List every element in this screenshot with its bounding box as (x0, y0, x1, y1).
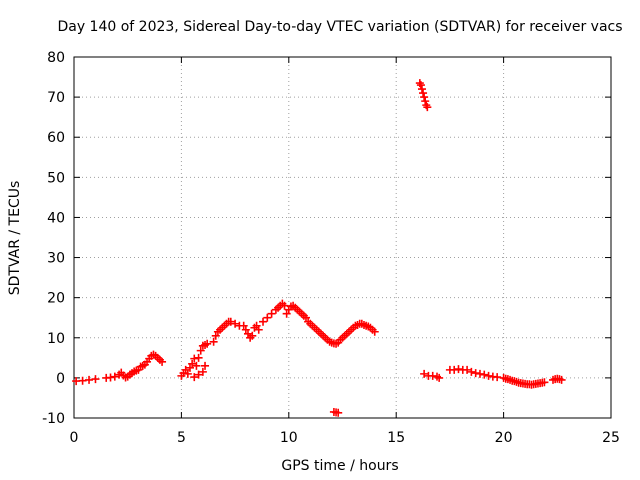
data-point (185, 363, 194, 372)
data-point (484, 371, 493, 380)
data-point (280, 301, 289, 310)
data-point (267, 309, 276, 318)
x-tick-label: 25 (602, 430, 620, 446)
chart-title: Day 140 of 2023, Sidereal Day-to-day VTE… (57, 19, 622, 35)
y-tick-label: 40 (47, 210, 65, 226)
data-point (370, 327, 379, 336)
data-point (188, 359, 197, 368)
data-point (454, 365, 463, 374)
data-point (480, 370, 489, 379)
data-point (417, 85, 426, 94)
data-point (419, 89, 428, 98)
y-tick-label: 60 (47, 130, 65, 146)
data-point (91, 375, 100, 384)
plot-frame (73, 56, 612, 419)
y-tick-label: 30 (47, 251, 65, 267)
data-point (334, 408, 343, 417)
y-tick-label: 0 (56, 371, 65, 387)
y-axis-label: SDTVAR / TECUs (7, 181, 23, 296)
data-point (110, 372, 119, 381)
data-point (557, 375, 566, 384)
data-point (198, 367, 207, 376)
data-point (181, 365, 190, 374)
data-point (190, 354, 199, 363)
x-tick-label: 20 (495, 430, 513, 446)
data-point (301, 313, 310, 322)
data-point (194, 353, 203, 362)
data-point (416, 81, 425, 90)
x-axis-label: GPS time / hours (281, 458, 398, 474)
data-point (209, 337, 218, 346)
data-point (428, 371, 437, 380)
data-point (420, 369, 429, 378)
data-point (263, 313, 272, 322)
data-point (183, 369, 192, 378)
data-point (201, 361, 210, 370)
data-point (85, 375, 94, 384)
x-tick-label: 0 (70, 430, 79, 446)
data-point (421, 97, 430, 106)
x-tick-label: 15 (387, 430, 405, 446)
data-point (231, 319, 240, 328)
data-point (190, 373, 199, 382)
y-tick-label: 20 (47, 291, 65, 307)
y-tick-label: 70 (47, 90, 65, 106)
data-point (106, 373, 115, 382)
data-point (239, 321, 248, 330)
data-point (158, 357, 167, 366)
data-point (493, 373, 502, 382)
x-tick-label: 10 (280, 430, 298, 446)
data-point (194, 370, 203, 379)
data-point (467, 367, 476, 376)
data-point (78, 376, 87, 385)
data-point (226, 317, 235, 326)
data-point (243, 329, 252, 338)
data-point (252, 321, 261, 330)
y-tick-label: 50 (47, 170, 65, 186)
data-point (282, 309, 291, 318)
data-point (435, 373, 444, 382)
data-series (72, 79, 566, 417)
data-point (254, 325, 263, 334)
data-point (203, 339, 212, 348)
x-tick-label: 5 (177, 430, 186, 446)
data-point (259, 317, 268, 326)
data-point (423, 103, 432, 112)
data-point (475, 369, 484, 378)
y-tick-label: 80 (47, 50, 65, 66)
data-point (192, 361, 201, 370)
data-point (471, 369, 480, 378)
data-point (540, 378, 549, 387)
data-point (450, 365, 459, 374)
data-point (241, 325, 250, 334)
data-point (248, 331, 257, 340)
data-point (420, 93, 429, 102)
data-point (211, 331, 220, 340)
axis-ticks: 0 5 10 15 20 25 -10 0 10 20 30 40 50 60 70 80 (42, 50, 620, 446)
y-tick-label: -10 (42, 411, 65, 427)
y-tick-label: 10 (47, 331, 65, 347)
data-point (196, 346, 205, 355)
data-point (463, 365, 472, 374)
grid (74, 57, 611, 418)
